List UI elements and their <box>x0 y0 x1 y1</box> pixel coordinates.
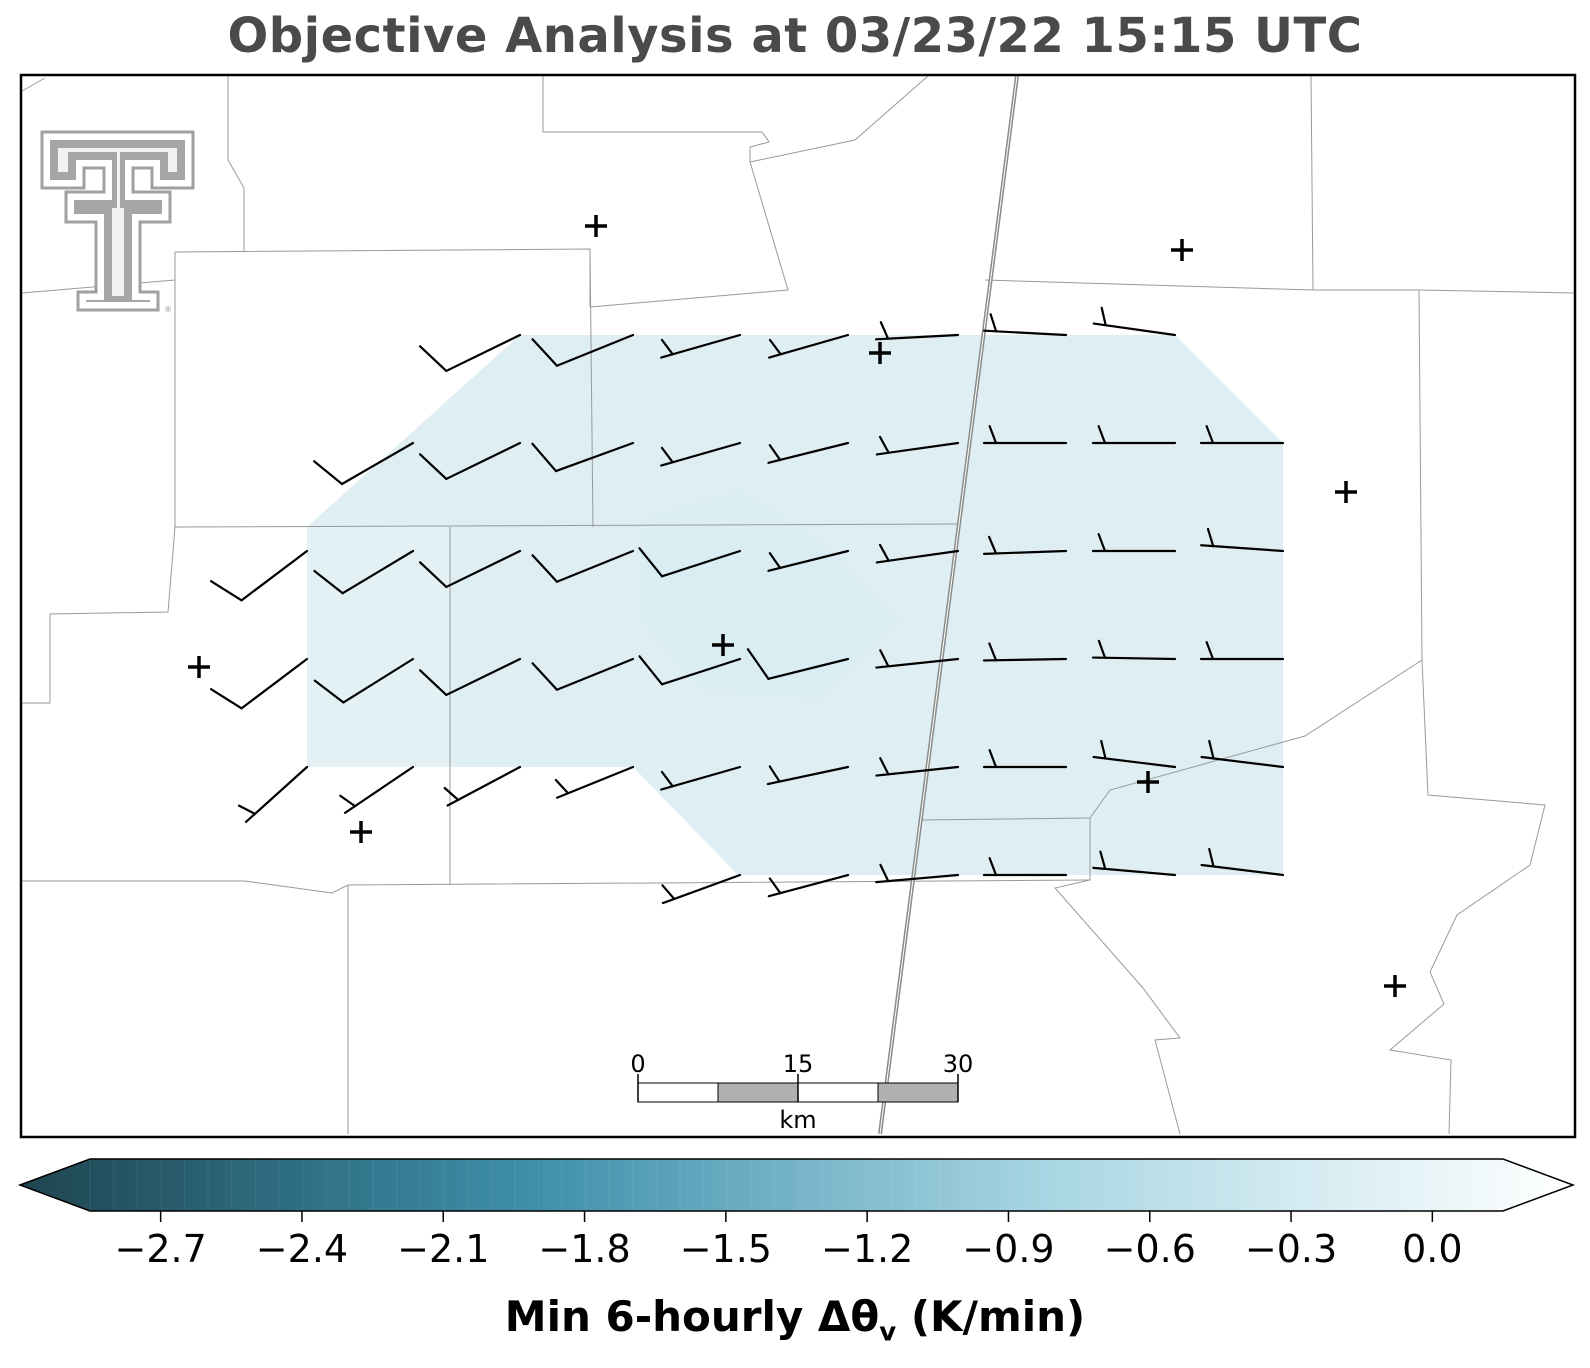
wind-barb <box>983 313 1068 337</box>
colorbar-tick-label: −1.5 <box>680 1227 772 1271</box>
wind-barb <box>1199 641 1285 661</box>
wind-barb <box>767 441 850 464</box>
plus-icon <box>1171 239 1193 261</box>
plus-icon <box>1335 481 1357 503</box>
wind-barb <box>1092 850 1177 877</box>
wind-barb <box>875 435 960 456</box>
wind-barb <box>418 657 522 697</box>
wind-barb <box>875 757 960 777</box>
wind-barb <box>1092 739 1177 769</box>
scale-unit: km <box>779 1106 816 1134</box>
wind-barb <box>1200 847 1285 877</box>
wind-barb <box>875 649 960 669</box>
colorbar-tick-label: −1.8 <box>538 1227 630 1271</box>
wind-barb <box>660 441 742 467</box>
wind-barb <box>768 333 850 359</box>
scale-label-15: 15 <box>783 1050 814 1078</box>
wind-barb <box>875 863 960 884</box>
plus-icon <box>1384 975 1406 997</box>
colorbar-label: Min 6-hourly Δθv (K/min) <box>0 1292 1590 1347</box>
wind-barb <box>531 657 635 691</box>
wind-barb <box>313 549 415 595</box>
wind-barb <box>982 749 1068 769</box>
wind-barb <box>1199 425 1285 445</box>
wind-barb <box>531 333 635 367</box>
wind-barbs <box>209 306 1285 905</box>
wind-barb <box>767 549 850 572</box>
wind-barb <box>875 543 960 564</box>
wind-barb <box>766 765 850 786</box>
wind-barb <box>1091 639 1177 661</box>
colorbar-label-main: Min 6-hourly Δθ <box>504 1292 880 1341</box>
colorbar-tick-label: 0.0 <box>1402 1227 1462 1271</box>
colorbar-label-units: (K/min) <box>896 1292 1086 1341</box>
wind-barb <box>1200 527 1285 553</box>
wind-barb <box>418 549 522 589</box>
texas-tech-double-t-logo: ® <box>40 130 195 314</box>
colorbar-tick-label: −0.6 <box>1104 1227 1196 1271</box>
wind-barb <box>982 535 1068 555</box>
wind-barb <box>982 642 1068 662</box>
wind-barb <box>313 657 415 704</box>
wind-barb <box>554 765 635 799</box>
map-title: Objective Analysis at 03/23/22 15:15 UTC <box>227 8 1363 64</box>
wind-barb <box>660 765 742 791</box>
plus-icon <box>1137 771 1159 793</box>
map-frame <box>19 73 1577 1139</box>
plus-icon <box>188 656 210 678</box>
colorbar-ticks: −2.7 −2.4 −2.1 −1.8 −1.5 −1.2 −0.9 −0.6 −0.3 0.0 <box>115 1211 1463 1271</box>
plus-icon <box>350 821 372 843</box>
svg-text:®: ® <box>164 305 172 314</box>
wind-barb <box>661 873 742 905</box>
wind-barb <box>767 873 850 898</box>
wind-barb <box>1092 306 1177 337</box>
wind-barb <box>339 765 415 814</box>
colorbar-tick-label: −2.1 <box>397 1227 489 1271</box>
colorbar-tick-label: −2.7 <box>115 1227 207 1271</box>
wind-barb <box>746 648 850 680</box>
colorbar-tick-label: −0.3 <box>1245 1227 1337 1271</box>
colorbar-label-sub: v <box>879 1317 897 1348</box>
wind-barb <box>313 441 415 486</box>
wind-barb <box>531 441 635 473</box>
wind-barb <box>531 549 635 583</box>
wind-barb <box>237 765 309 823</box>
wind-barb <box>638 547 742 578</box>
plus-icon <box>585 215 607 237</box>
wind-barb <box>875 321 960 341</box>
wind-barb <box>660 333 742 359</box>
analysis-shading-variation <box>640 490 900 700</box>
analysis-shading-lighter <box>307 527 450 767</box>
wind-barb <box>982 425 1068 445</box>
wind-barb <box>1091 425 1177 445</box>
colorbar-tick-label: −1.2 <box>821 1227 913 1271</box>
wind-barb <box>443 765 522 807</box>
wind-barb <box>418 333 522 373</box>
wind-barb <box>982 857 1068 877</box>
colorbar-tick-label: −2.4 <box>256 1227 348 1271</box>
wind-barb <box>418 441 522 481</box>
colorbar-outline <box>17 1158 1576 1212</box>
wind-barb <box>209 657 309 710</box>
scale-label-30: 30 <box>943 1050 974 1078</box>
colorbar-tick-label: −0.9 <box>962 1227 1054 1271</box>
wind-barb <box>1200 739 1285 769</box>
highway-line <box>878 75 1019 1135</box>
wind-barb <box>638 655 742 686</box>
station-markers <box>188 215 1406 997</box>
county-boundaries <box>21 75 1575 1135</box>
plus-icon <box>712 634 734 656</box>
scale-label-0: 0 <box>630 1050 645 1078</box>
scale-bar: 0 15 30 km <box>630 1050 973 1134</box>
wind-barb <box>209 549 309 602</box>
plus-icon <box>869 342 891 364</box>
wind-barb <box>1091 533 1177 553</box>
